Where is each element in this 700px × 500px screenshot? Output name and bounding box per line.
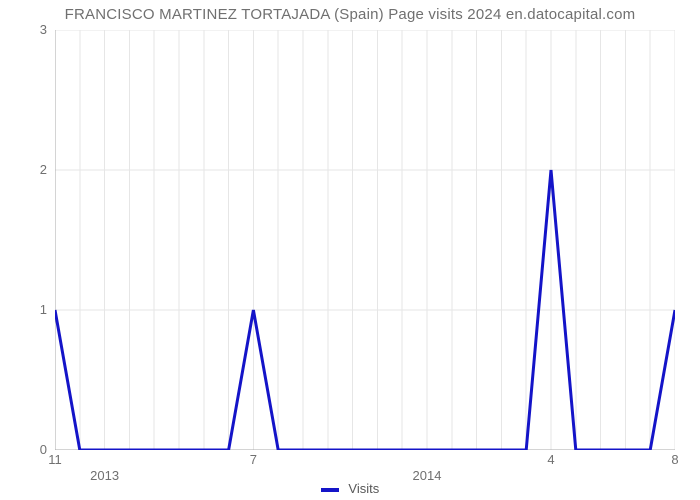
legend: Visits [0,481,700,496]
plot-area [55,30,675,450]
x-tick-label: 8 [671,452,678,467]
legend-swatch [321,488,339,492]
y-tick-label: 0 [7,442,47,457]
x-tick-label: 4 [547,452,554,467]
chart-svg [55,30,675,450]
chart-title: FRANCISCO MARTINEZ TORTAJADA (Spain) Pag… [0,6,700,23]
y-tick-label: 3 [7,22,47,37]
legend-label: Visits [348,481,379,496]
y-tick-label: 1 [7,302,47,317]
chart-container: FRANCISCO MARTINEZ TORTAJADA (Spain) Pag… [0,0,700,500]
x-tick-label: 11 [48,452,62,467]
x-tick-label: 7 [250,452,257,467]
y-tick-label: 2 [7,162,47,177]
